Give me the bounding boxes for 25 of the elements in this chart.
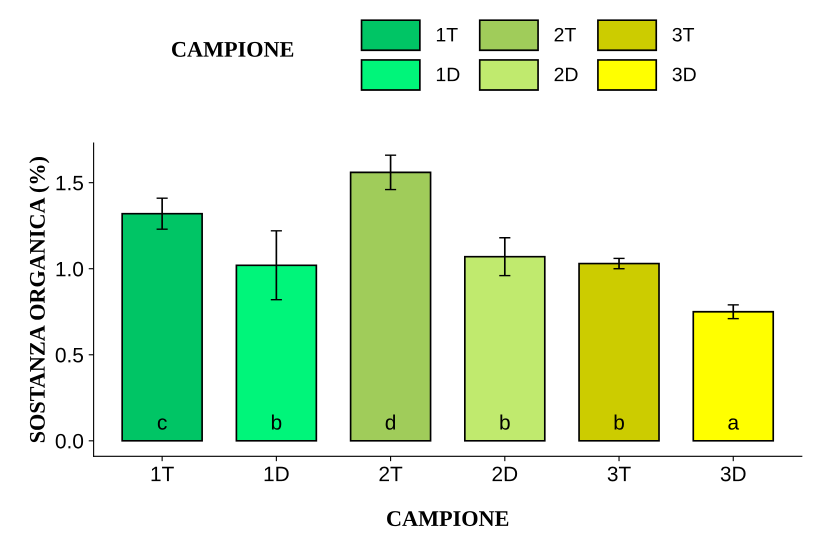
annotation: c — [158, 418, 167, 430]
x-tick-label: 2T — [379, 466, 402, 482]
annotation: d — [386, 414, 396, 430]
x-tick-label: 3D — [720, 466, 746, 482]
annotation: b — [272, 414, 282, 430]
x-tick-label: 2D — [492, 466, 518, 482]
legend-label: 2D — [554, 68, 578, 82]
y-tick-label: 1.5 — [56, 176, 84, 190]
y-tick-label: 0.0 — [56, 434, 84, 449]
legend-label: 2T — [554, 28, 576, 42]
x-tick-label: 1T — [152, 466, 174, 482]
annotation: b — [500, 414, 510, 430]
legend-label: 3T — [672, 28, 694, 42]
legend-title: CAMPIONE — [172, 42, 294, 57]
x-axis-title: CAMPIONE — [387, 511, 508, 526]
y-tick-label: 1.0 — [56, 262, 84, 276]
annotation: b — [614, 414, 624, 430]
y-axis-title: SOSTANZA ORGANICA (%) — [29, 157, 50, 442]
x-tick-label: 1D — [264, 466, 289, 482]
y-tick-label: 0.5 — [56, 348, 84, 363]
legend-label: 3D — [672, 68, 696, 82]
legend-label: 1T — [436, 28, 458, 42]
legend-label: 1D — [436, 68, 460, 82]
annotation: a — [728, 418, 740, 430]
x-tick-label: 3T — [608, 466, 631, 482]
